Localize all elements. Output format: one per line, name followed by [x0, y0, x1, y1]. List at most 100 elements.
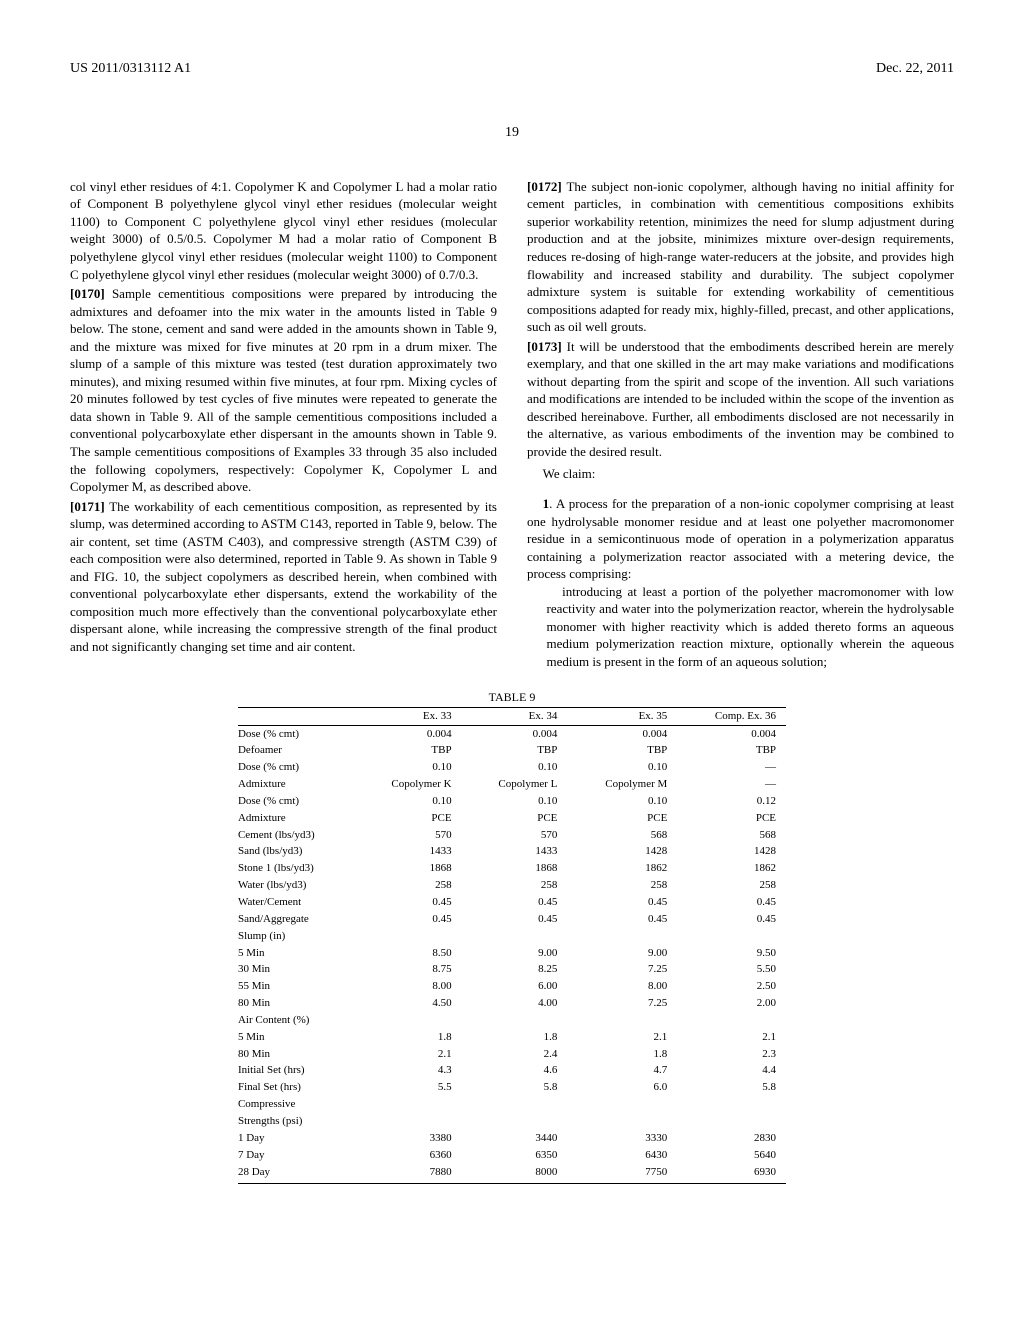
- publication-number: US 2011/0313112 A1: [70, 60, 191, 79]
- para-tag: [0171]: [70, 499, 105, 514]
- table-cell: 1433: [462, 843, 568, 860]
- table-cell: 0.45: [567, 911, 677, 928]
- table-cell: 0.45: [462, 911, 568, 928]
- table-cell: 5 Min: [238, 945, 354, 962]
- table-cell: Stone 1 (lbs/yd3): [238, 860, 354, 877]
- table-row: 5 Min8.509.009.009.50: [238, 945, 786, 962]
- table-cell: 8.50: [354, 945, 461, 962]
- table-cell: 0.10: [462, 793, 568, 810]
- table-cell: 4.00: [462, 995, 568, 1012]
- table-cell: 4.7: [567, 1062, 677, 1079]
- table-cell: 9.50: [677, 945, 786, 962]
- table-cell: [462, 928, 568, 945]
- table-cell: Copolymer K: [354, 776, 461, 793]
- table-cell: 9.00: [462, 945, 568, 962]
- table-9-wrap: TABLE 9 Ex. 33Ex. 34Ex. 35Comp. Ex. 36 D…: [70, 689, 954, 1185]
- table-cell: 1862: [677, 860, 786, 877]
- table-cell: PCE: [567, 810, 677, 827]
- table-row: Initial Set (hrs)4.34.64.74.4: [238, 1062, 786, 1079]
- table-cell: 9.00: [567, 945, 677, 962]
- table-row: Dose (% cmt)0.0040.0040.0040.004: [238, 725, 786, 742]
- table-cell: 6930: [677, 1164, 786, 1184]
- page-header: US 2011/0313112 A1 Dec. 22, 2011: [70, 60, 954, 79]
- table-cell: 6430: [567, 1147, 677, 1164]
- table-cell: [354, 1113, 461, 1130]
- table-row: AdmixtureCopolymer KCopolymer LCopolymer…: [238, 776, 786, 793]
- table-row: Dose (% cmt)0.100.100.10—: [238, 759, 786, 776]
- table-cell: Air Content (%): [238, 1012, 354, 1029]
- table-cell: 1428: [677, 843, 786, 860]
- table-row: 28 Day7880800077506930: [238, 1164, 786, 1184]
- table-row: 1 Day3380344033302830: [238, 1130, 786, 1147]
- table-cell: 1862: [567, 860, 677, 877]
- table-cell: 8.75: [354, 961, 461, 978]
- table-cell: 5 Min: [238, 1029, 354, 1046]
- table-cell: [677, 1012, 786, 1029]
- table-cell: [462, 1012, 568, 1029]
- table-cell: Copolymer L: [462, 776, 568, 793]
- table-cell: 0.12: [677, 793, 786, 810]
- table-row: Final Set (hrs)5.55.86.05.8: [238, 1079, 786, 1096]
- table-cell: 7880: [354, 1164, 461, 1184]
- table-cell: Strengths (psi): [238, 1113, 354, 1130]
- table-cell: 0.45: [567, 894, 677, 911]
- table-cell: 1.8: [462, 1029, 568, 1046]
- table-row: 7 Day6360635064305640: [238, 1147, 786, 1164]
- table-cell: 55 Min: [238, 978, 354, 995]
- table-cell: 3330: [567, 1130, 677, 1147]
- table-row: Slump (in): [238, 928, 786, 945]
- table-cell: 258: [354, 877, 461, 894]
- paragraph-0172: [0172] The subject non-ionic copolymer, …: [527, 178, 954, 336]
- table-cell: 6360: [354, 1147, 461, 1164]
- claim-1-sub: introducing at least a portion of the po…: [547, 583, 955, 671]
- table-cell: 7750: [567, 1164, 677, 1184]
- table-cell: [567, 928, 677, 945]
- table-cell: 3380: [354, 1130, 461, 1147]
- table-cell: [677, 1113, 786, 1130]
- table-row: Water/Cement0.450.450.450.45: [238, 894, 786, 911]
- table-cell: Slump (in): [238, 928, 354, 945]
- table-cell: 0.10: [462, 759, 568, 776]
- table-cell: 4.50: [354, 995, 461, 1012]
- table-cell: 4.4: [677, 1062, 786, 1079]
- table-row: 30 Min8.758.257.255.50: [238, 961, 786, 978]
- table-cell: 258: [567, 877, 677, 894]
- page-number: 19: [70, 124, 954, 143]
- table-cell: [677, 928, 786, 945]
- table-row: Sand (lbs/yd3)1433143314281428: [238, 843, 786, 860]
- table-cell: 0.45: [462, 894, 568, 911]
- table-cell: 0.10: [354, 759, 461, 776]
- table-cell: 2830: [677, 1130, 786, 1147]
- table-cell: 5.8: [462, 1079, 568, 1096]
- table-cell: Initial Set (hrs): [238, 1062, 354, 1079]
- table-cell: 0.10: [567, 759, 677, 776]
- table-cell: 7.25: [567, 995, 677, 1012]
- table-col-header: Comp. Ex. 36: [677, 707, 786, 725]
- table-cell: 3440: [462, 1130, 568, 1147]
- we-claim-heading: We claim:: [527, 465, 954, 483]
- table-body-strength: 1 Day33803440333028307 Day63606350643056…: [238, 1130, 786, 1184]
- table-cell: Compressive: [238, 1096, 354, 1113]
- table-cell: 7.25: [567, 961, 677, 978]
- table-cell: Cement (lbs/yd3): [238, 827, 354, 844]
- table-cell: Water (lbs/yd3): [238, 877, 354, 894]
- table-cell: PCE: [462, 810, 568, 827]
- table-caption: TABLE 9: [70, 689, 954, 705]
- table-cell: 8000: [462, 1164, 568, 1184]
- table-row: Dose (% cmt)0.100.100.100.12: [238, 793, 786, 810]
- table-cell: 0.45: [677, 911, 786, 928]
- table-row: DefoamerTBPTBPTBPTBP: [238, 742, 786, 759]
- table-cell: [354, 1096, 461, 1113]
- table-cell: 80 Min: [238, 995, 354, 1012]
- table-cell: 1 Day: [238, 1130, 354, 1147]
- table-cell: [354, 928, 461, 945]
- table-cell: Water/Cement: [238, 894, 354, 911]
- table-cell: Final Set (hrs): [238, 1079, 354, 1096]
- table-row: 5 Min1.81.82.12.1: [238, 1029, 786, 1046]
- table-cell: 0.004: [462, 725, 568, 742]
- table-cell: [567, 1096, 677, 1113]
- table-body-air: 5 Min1.81.82.12.180 Min2.12.41.82.3Initi…: [238, 1029, 786, 1130]
- table-row: 55 Min8.006.008.002.50: [238, 978, 786, 995]
- table-cell: 28 Day: [238, 1164, 354, 1184]
- table-cell: 6.0: [567, 1079, 677, 1096]
